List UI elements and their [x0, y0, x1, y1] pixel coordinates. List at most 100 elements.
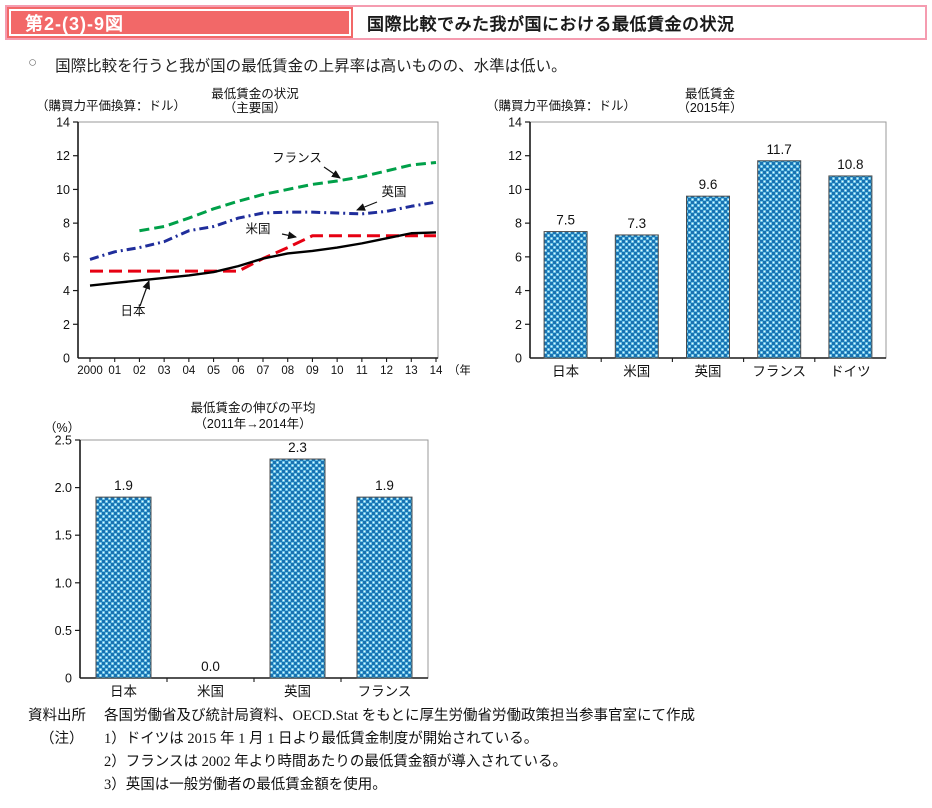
series-label-arrow: [281, 231, 297, 240]
y-tick-label: 2: [63, 318, 70, 332]
y-tick-label: 4: [515, 284, 522, 298]
note-row-1: （注） 1）ドイツは 2015 年 1 月 1 日より最低賃金制度が開始されてい…: [28, 728, 926, 751]
min-wage-2015-bar-chart: 0 2 4 6 8 10 12 14 最低賃金 （2015年） （購買力平価換算：ドル） 7.5 日本 7…: [478, 84, 932, 390]
bar-category-label: 英国: [284, 683, 311, 699]
bar-category-label: 日本: [110, 684, 137, 699]
y-tick-label: 2: [515, 318, 522, 332]
x-tick-label: 07: [257, 365, 270, 377]
bar-value-label: 1.9: [114, 478, 133, 493]
bar-category-label: ドイツ: [830, 364, 871, 379]
note-text-3: 3）英国は一般労働者の最低賃金額を使用。: [104, 777, 387, 793]
series-label-arrow: [323, 166, 341, 179]
x-tick-label: 01: [108, 365, 121, 377]
x-tick-label: 08: [281, 365, 294, 377]
x-axis-unit: （年）: [448, 363, 470, 377]
series-line-2: [89, 200, 437, 261]
series-line-0: [89, 231, 437, 287]
y-tick-label: 10: [508, 183, 522, 197]
bar-category-label: 米国: [197, 684, 224, 699]
chart-title: 最低賃金の状況: [211, 86, 299, 101]
bar-value-label: 7.5: [556, 213, 575, 228]
chart-title: （2011年→2014年）: [194, 417, 311, 431]
bar-value-label: 2.3: [288, 440, 307, 455]
bar-value-label: 9.6: [699, 177, 718, 192]
y-tick-label: 6: [63, 250, 70, 264]
min-wage-2015-svg: 0 2 4 6 8 10 12 14 最低賃金（2015年） （購買力平価換算：ドル） 7.5 日本 7…: [486, 86, 887, 379]
bar-value-label: 11.7: [767, 142, 792, 157]
x-tick-label: 14: [430, 365, 443, 377]
y-tick-label: 2.0: [55, 481, 72, 495]
series-label-1: 米国: [245, 222, 270, 236]
bar-1: [614, 234, 659, 359]
bar-2: [686, 195, 730, 359]
bar-0: [543, 231, 588, 359]
bar-3: [356, 496, 413, 679]
source-row: 資料出所 各国労働省及び統計局資料、OECD.Stat をもとに厚生労働省労働政…: [28, 705, 926, 728]
x-tick-label: 06: [232, 365, 245, 377]
unit-label: （%）: [44, 421, 80, 435]
unit-label: （購買力平価換算：ドル）: [36, 98, 186, 113]
figure-header: 第2-(3)-9図 国際比較でみた我が国における最低賃金の状況: [5, 5, 927, 40]
bar-4: [828, 175, 873, 359]
figure-number-label: 第2-(3)-9図: [25, 13, 125, 34]
x-tick-label: 2000: [77, 365, 103, 377]
lead-sentence: ○ 国際比較を行うと我が国の最低賃金の上昇率は高いものの、水準は低い。: [28, 54, 567, 76]
bar-category-label: フランス: [752, 364, 806, 379]
chart-title: （2015年）: [677, 101, 742, 115]
figure-number-tag: 第2-(3)-9図: [7, 7, 353, 38]
bar-value-label: 0.0: [201, 659, 220, 674]
series-label-arrow: [356, 201, 378, 211]
bar-3: [757, 160, 802, 359]
bar-2: [269, 458, 326, 679]
y-tick-label: 14: [508, 116, 522, 130]
bar-value-label: 7.3: [627, 216, 646, 231]
note-row-2: 2）フランスは 2002 年より時間あたりの最低賃金額が導入されている。: [28, 751, 926, 774]
bar-category-label: フランス: [358, 684, 412, 699]
y-tick-label: 1.5: [55, 529, 72, 543]
y-tick-label: 0: [65, 672, 72, 686]
x-tick-label: 09: [306, 365, 319, 377]
bar-value-label: 1.9: [375, 478, 394, 493]
unit-label: （購買力平価換算：ドル）: [486, 98, 636, 113]
series-line-1: [90, 234, 436, 273]
min-wage-trend-line-chart: 0 2 4 6 8 10 12 14 最低賃金の状況 （主要国） （購買力平価換算：ドル） 2000 0…: [30, 84, 470, 390]
y-tick-label: 0: [63, 352, 70, 366]
chart-title: 最低賃金の伸びの平均: [190, 400, 315, 415]
min-wage-growth-svg: 0 0.5 1.0 1.5 2.0 2.5 最低賃金の伸びの平均 （2011年→2014年） （…: [44, 400, 429, 699]
x-tick-label: 05: [207, 365, 220, 377]
note-label: （注）: [40, 731, 84, 747]
bar-category-label: 日本: [552, 364, 580, 379]
min-wage-growth-bar-chart: 0 0.5 1.0 1.5 2.0 2.5 最低賃金の伸びの平均 （2011年→2014年） （…: [30, 398, 450, 708]
x-tick-label: 10: [331, 365, 344, 377]
y-tick-label: 2.5: [55, 434, 72, 448]
note-row-3: 3）英国は一般労働者の最低賃金額を使用。: [28, 774, 926, 797]
y-tick-label: 1.0: [55, 576, 72, 590]
source-text: 各国労働省及び統計局資料、OECD.Stat をもとに厚生労働省労働政策担当参事…: [104, 708, 695, 724]
bar-0: [95, 496, 152, 679]
y-tick-label: 8: [515, 217, 522, 231]
y-tick-label: 12: [508, 149, 522, 163]
note-text-2: 2）フランスは 2002 年より時間あたりの最低賃金額が導入されている。: [104, 754, 567, 770]
series-label-3: フランス: [272, 151, 322, 165]
chart-title: （主要国）: [224, 101, 287, 115]
x-tick-label: 03: [158, 365, 171, 377]
source-label: 資料出所: [28, 708, 86, 724]
y-tick-label: 0.5: [55, 624, 72, 638]
y-tick-label: 10: [56, 183, 70, 197]
x-tick-label: 04: [182, 365, 195, 377]
x-tick-label: 12: [380, 365, 393, 377]
series-label-2: 英国: [381, 185, 406, 199]
bar-value-label: 10.8: [837, 157, 863, 172]
y-tick-label: 6: [515, 250, 522, 264]
x-tick-label: 02: [133, 365, 146, 377]
y-tick-label: 14: [56, 116, 70, 130]
series-label-arrow: [139, 280, 151, 307]
x-tick-label: 13: [405, 365, 418, 377]
lead-text: 国際比較を行うと我が国の最低賃金の上昇率は高いものの、水準は低い。: [55, 58, 567, 75]
y-tick-label: 12: [56, 149, 70, 163]
lead-bullet-icon: ○: [28, 54, 38, 71]
series-label-0: 日本: [120, 304, 146, 318]
y-tick-label: 0: [515, 352, 522, 366]
